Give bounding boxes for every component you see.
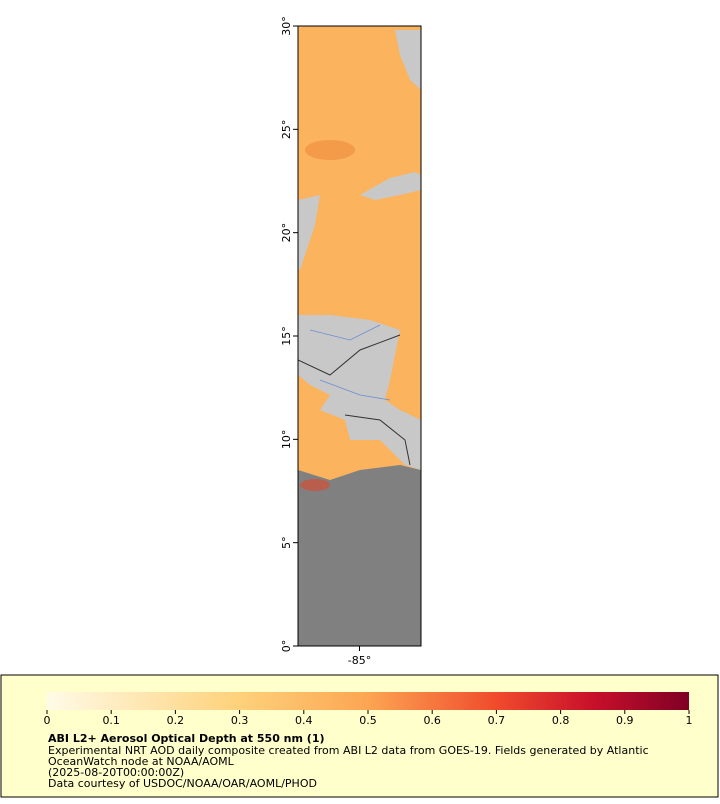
lat-tick-label: 25° <box>280 120 293 140</box>
border <box>298 334 411 466</box>
river <box>309 324 391 401</box>
colorbar-tick-label: 0 <box>44 714 51 727</box>
legend-line: OceanWatch node at NOAA/AOML <box>48 755 235 768</box>
land <box>298 315 421 470</box>
colorbar-tick-label: 0.6 <box>423 714 441 727</box>
colorbar-tick-label: 0.3 <box>231 714 249 727</box>
map-area <box>298 26 421 646</box>
lat-tick-label: 20° <box>280 223 293 243</box>
colorbar-tick-label: 0.5 <box>359 714 377 727</box>
colorbar-tick-label: 0.7 <box>488 714 506 727</box>
lat-tick-label: 5° <box>280 536 293 549</box>
aod-patch <box>305 140 355 160</box>
lat-tick-label: 0° <box>280 640 293 653</box>
land <box>360 172 421 200</box>
lat-tick-label: 15° <box>280 326 293 346</box>
colorbar-tick-label: 0.9 <box>616 714 634 727</box>
colorbar-tick-label: 0.4 <box>295 714 313 727</box>
colorbar <box>47 692 689 710</box>
no-data-ocean <box>298 480 421 520</box>
lon-tick-label: -85° <box>348 654 371 667</box>
lat-tick-label: 10° <box>280 430 293 450</box>
legend-title: ABI L2+ Aerosol Optical Depth at 550 nm … <box>48 732 325 745</box>
colorbar-tick-label: 0.2 <box>167 714 185 727</box>
land <box>298 195 320 270</box>
legend-line: (2025-08-20T00:00:00Z) <box>48 766 184 779</box>
colorbar-tick-label: 1 <box>686 714 693 727</box>
colorbar-tick-label: 0.1 <box>102 714 120 727</box>
land <box>395 30 421 90</box>
lat-tick-label: 30° <box>280 16 293 36</box>
legend-line: Data courtesy of USDOC/NOAA/OAR/AOML/PHO… <box>48 777 317 790</box>
aod-patch <box>300 479 330 491</box>
colorbar-tick-label: 0.8 <box>552 714 570 727</box>
legend-line: Experimental NRT AOD daily composite cre… <box>48 744 649 757</box>
